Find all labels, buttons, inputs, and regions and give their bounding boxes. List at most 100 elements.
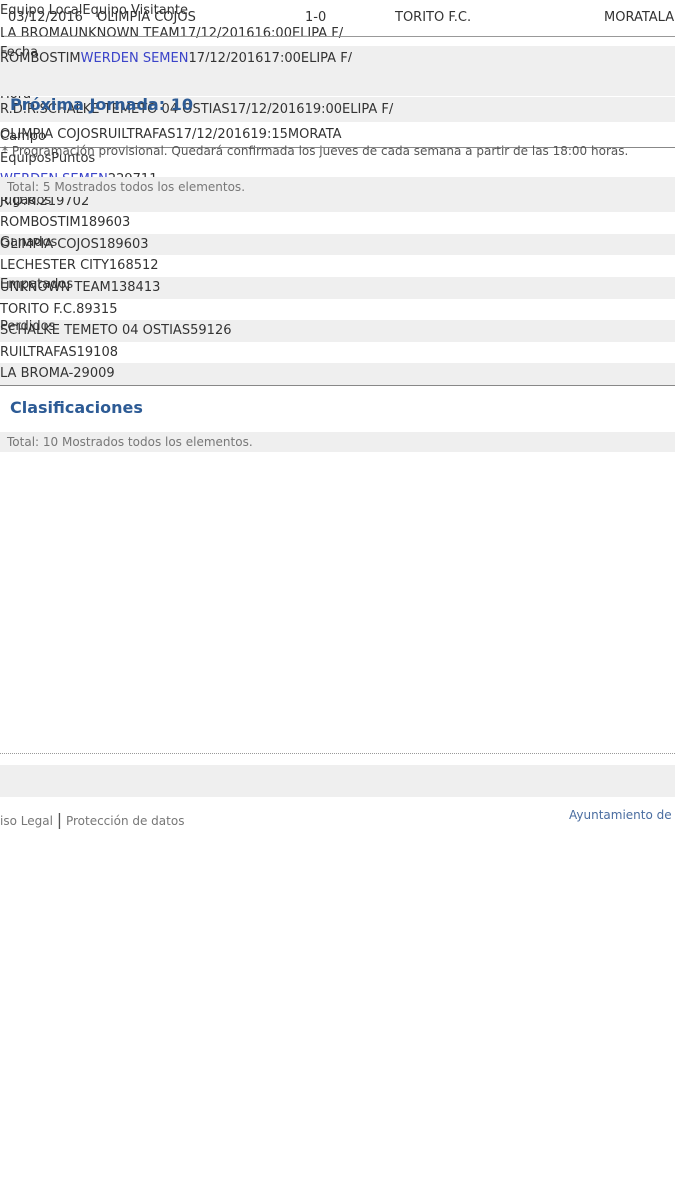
cell: 17/12/2016 bbox=[229, 101, 305, 117]
cell: 1-0 bbox=[305, 10, 327, 25]
cell: 8 bbox=[125, 258, 134, 274]
table-row: UNKNOWN TEAM138413 bbox=[0, 276, 675, 299]
note: * Programación provisional. Quedará conf… bbox=[2, 144, 629, 158]
cell: R.D.R. bbox=[0, 101, 40, 117]
table-row: LA BROMAUNKNOWN TEAM17/12/201616:00ELIPA… bbox=[0, 21, 675, 47]
cell: 9 bbox=[84, 301, 93, 317]
cell: TORITO F.C. bbox=[395, 10, 472, 25]
cell: UNKNOWN TEAM bbox=[0, 279, 111, 295]
table-row: ROMBOSTIM189603 bbox=[0, 212, 675, 234]
table-row: RUILTRAFAS19108 bbox=[0, 341, 675, 364]
cell: 1 bbox=[143, 279, 153, 295]
cell: 5 bbox=[133, 258, 142, 274]
cell: 16 bbox=[108, 258, 126, 274]
cell: 3 bbox=[92, 301, 101, 317]
cell: 3 bbox=[140, 236, 149, 252]
cell: 3 bbox=[122, 215, 131, 231]
cell: 9 bbox=[198, 323, 207, 339]
cell: 18 bbox=[98, 236, 116, 252]
cell: 03/12/2016 bbox=[8, 10, 83, 25]
column-header: Equipo Visitante bbox=[82, 3, 189, 18]
table-row: TORITO F.C.89315 bbox=[0, 298, 675, 321]
cell: LECHESTER CITY bbox=[0, 258, 109, 274]
cell: ELIPA F/ bbox=[342, 101, 394, 117]
cell: 17/12/2016 bbox=[175, 126, 251, 142]
cell: 1 bbox=[93, 344, 102, 360]
cell: 19:15 bbox=[250, 126, 288, 142]
cell: 0 bbox=[89, 366, 99, 382]
section-title: Próxima Jornada: 10 bbox=[10, 95, 193, 114]
cell: 0 bbox=[131, 236, 141, 252]
cell: 13 bbox=[110, 279, 128, 295]
table-row: R.D.R.SCHALKE TEMETO 04 OSTIAS17/12/2016… bbox=[0, 96, 675, 122]
cell: 0 bbox=[98, 366, 107, 382]
cell: UNKNOWN TEAM bbox=[68, 26, 180, 41]
cell: RUILTRAFAS bbox=[0, 344, 77, 360]
cell: 0 bbox=[72, 193, 81, 209]
cell: LA BROMA bbox=[0, 366, 69, 382]
separator: | bbox=[56, 810, 63, 829]
cell: 9 bbox=[84, 344, 94, 360]
cell: SCHALKE TEMETO 04 OSTIAS bbox=[0, 323, 191, 339]
cell: 0 bbox=[101, 344, 110, 360]
column-header: Equipos bbox=[0, 150, 52, 166]
cell: ELIPA F/ bbox=[291, 26, 344, 41]
column-header: Puntos bbox=[51, 150, 96, 166]
cell: 9 bbox=[106, 366, 115, 382]
cell: 7 bbox=[64, 193, 73, 209]
cell: 3 bbox=[152, 279, 161, 295]
cell: RUILTRAFAS bbox=[98, 126, 176, 142]
cell: 2 bbox=[214, 323, 224, 339]
cell: 16:00 bbox=[254, 26, 292, 41]
table-row: LA BROMA-29009 bbox=[0, 363, 675, 386]
table-row: SCHALKE TEMETO 04 OSTIAS59126 bbox=[0, 320, 675, 342]
cell: 2 bbox=[150, 258, 159, 274]
footer-links: iso Legal | Protección de datos bbox=[0, 810, 184, 829]
cell: 18 bbox=[80, 215, 98, 231]
cell: R.D.R. bbox=[0, 193, 40, 209]
divider bbox=[0, 753, 675, 754]
cell: LA BROMA bbox=[0, 26, 69, 41]
cell: 5 bbox=[109, 301, 118, 317]
cell: OLIMPIA COJOS bbox=[0, 236, 99, 252]
cell: MORATA bbox=[287, 126, 342, 142]
section-title: Clasificaciones bbox=[10, 398, 143, 417]
cell: 6 bbox=[123, 236, 132, 252]
table-row: LECHESTER CITY168512 bbox=[0, 255, 675, 277]
cell: 9 bbox=[97, 215, 106, 231]
table-row: OLIMPIA COJOS189603 bbox=[0, 233, 675, 256]
cell: 21 bbox=[39, 193, 57, 209]
previous-match-row: 03/12/2016 OLIMPIA COJOS 1-0 TORITO F.C. MOR… bbox=[4, 0, 675, 37]
cell: 8 bbox=[127, 279, 136, 295]
cell: 1 bbox=[100, 301, 110, 317]
cell: 0 bbox=[113, 215, 123, 231]
cell: 9 bbox=[56, 193, 65, 209]
cell: 9 bbox=[115, 236, 124, 252]
cell: 17/12/2016 bbox=[179, 26, 255, 41]
cell: MORATALA bbox=[604, 10, 675, 25]
cell: 9 bbox=[81, 366, 90, 382]
cell: ROMBOSTIM bbox=[0, 215, 81, 231]
cell: 6 bbox=[105, 215, 114, 231]
cell: 1 bbox=[76, 344, 85, 360]
footer-band bbox=[0, 765, 675, 797]
cell: 2 bbox=[80, 193, 90, 209]
footer-link[interactable]: iso Legal bbox=[0, 814, 53, 828]
total-bar: Total: 10 Mostrados todos los elementos. bbox=[0, 432, 675, 452]
spacer-band bbox=[0, 62, 675, 96]
cell: 8 bbox=[109, 344, 119, 360]
total-bar: Total: 5 Mostrados todos los elementos. bbox=[0, 177, 675, 197]
cell: OLIMPIA COJOS bbox=[97, 10, 196, 25]
cell: SCHALKE TEMETO 04 OSTIAS bbox=[39, 101, 230, 117]
cell: 4 bbox=[135, 279, 144, 295]
cell: 8 bbox=[76, 301, 85, 317]
footer-link[interactable]: Protección de datos bbox=[65, 814, 185, 828]
cell: 6 bbox=[223, 323, 232, 339]
cell: OLIMPIA COJOS bbox=[0, 126, 99, 142]
cell: 1 bbox=[206, 323, 215, 339]
cell: 19:00 bbox=[304, 101, 343, 117]
footer-right-link[interactable]: Ayuntamiento de M bbox=[569, 808, 675, 822]
cell: -2 bbox=[68, 366, 82, 382]
cell: 1 bbox=[142, 258, 151, 274]
